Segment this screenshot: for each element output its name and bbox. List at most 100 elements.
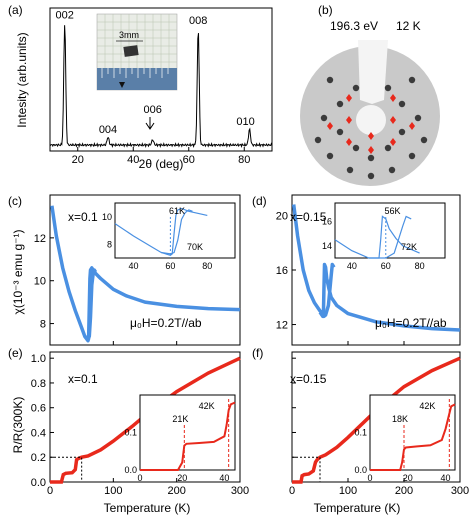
inset-annotation-1: 56K [385, 206, 401, 216]
leed-arrow [409, 122, 415, 130]
xrd-peak-label: 006 [143, 104, 161, 116]
chi-series [291, 204, 461, 332]
diffraction-spot [352, 84, 360, 92]
inset-xtick-label: 80 [415, 261, 425, 271]
electron-gun-holder [358, 40, 388, 104]
resistance-panel-f: 0 100 200 300 0 20 40 0.0 0.1 18K 42K [289, 351, 469, 497]
xrd-xtick-label: 80 [238, 154, 250, 166]
leed-panel: 196.3 eV 12 K [300, 19, 440, 186]
inset-xtick-label: 40 [441, 473, 451, 483]
inset-xtick-label: 40 [219, 473, 229, 483]
photo-scale-label: 3mm [119, 30, 139, 40]
chi-ytick-label: 12 [276, 320, 288, 332]
inset-annotation-2: 42K [419, 401, 435, 411]
inset-series [370, 403, 456, 471]
r-frame [291, 351, 461, 483]
xrd-peak-label: 008 [189, 15, 207, 27]
inset-xtick-label: 60 [165, 261, 175, 271]
inset-xtick-label: 60 [381, 261, 391, 271]
panel-label-d: (d) [252, 194, 267, 208]
panel-label-c: (c) [8, 194, 22, 208]
panel-label-b: (b) [318, 3, 333, 17]
leed-arrow [368, 146, 374, 154]
r-ytick-label: 0.6 [31, 403, 46, 415]
diffraction-spot [336, 128, 344, 136]
leed-arrow [346, 94, 352, 102]
r-xtick-label: 100 [104, 485, 122, 497]
f-doping: x=0.15 [290, 372, 327, 386]
diffraction-spot [346, 166, 354, 174]
r-xtick-label: 100 [339, 485, 357, 497]
leed-arrows [327, 94, 415, 154]
leed-spots [314, 76, 428, 180]
xrd-peak-label: 004 [99, 124, 117, 136]
diffraction-spot [384, 84, 392, 92]
chi-ytick-label: 16 [276, 265, 288, 277]
inset-xtick-label: 0 [367, 473, 372, 483]
xrd-peak-label: 002 [56, 10, 74, 22]
inset-xtick-label: 40 [128, 261, 138, 271]
inset-ytick-label: 0.1 [354, 428, 367, 438]
diffraction-spot [398, 128, 406, 136]
r-guide [292, 456, 321, 482]
diffraction-spot [320, 114, 328, 122]
crystal-sample [123, 45, 139, 57]
inset-annotation-1: 21K [172, 414, 188, 424]
diffraction-spot [384, 144, 392, 152]
inset-annotation-2: 42K [199, 401, 215, 411]
susceptibility-panel-c: 8 10 12 40 60 80 8 10 61K 70K [34, 194, 241, 346]
xrd-peak-label: 010 [236, 116, 254, 128]
e-xlabel: Temperature (K) [104, 501, 191, 515]
chi-series [318, 262, 336, 319]
r-xtick-label: 300 [231, 485, 249, 497]
f-xlabel: Temperature (K) [314, 501, 401, 515]
inset-ytick-label: 14 [322, 241, 332, 251]
c-field: μ₀H=0.2T//ab [130, 316, 202, 330]
diffraction-spot [408, 76, 416, 84]
leed-arrow [346, 138, 352, 146]
leed-arrow [390, 116, 396, 124]
xrd-xlabel: 2θ (deg) [139, 157, 184, 171]
r-xtick-label: 300 [451, 485, 469, 497]
diffraction-spot [420, 136, 428, 144]
leed-arrow [327, 122, 333, 130]
inset-ytick-label: 8 [107, 239, 112, 249]
r-xtick-label: 200 [395, 485, 413, 497]
xrd-curve [49, 25, 273, 149]
chi-ytick-label: 10 [34, 276, 46, 288]
c-ylabel: χ(10⁻³ emu g⁻¹) [11, 230, 25, 315]
diffraction-spot [367, 172, 375, 180]
d-doping: x=0.15 [290, 210, 327, 224]
inset-ytick-label: 0.0 [124, 465, 137, 475]
r-ytick-label: 0.0 [31, 477, 46, 489]
panel-label-f: (f) [252, 346, 263, 360]
chi-series [50, 205, 241, 343]
r-xtick-label: 200 [167, 485, 185, 497]
resistance-panel-e: 0 100 200 300 0.0 0.2 0.4 0.6 0.8 1.0 0 20 40 0.0 0.1 2… [31, 351, 249, 497]
inset-xtick-label: 40 [347, 261, 357, 271]
panel-label-e: (e) [8, 346, 23, 360]
xrd-xtick-label: 20 [72, 154, 84, 166]
r-inset-frame [369, 394, 456, 471]
leed-arrow [346, 116, 352, 124]
diffraction-spot [326, 152, 334, 160]
inset-xtick-label: 20 [403, 473, 413, 483]
xrd-frame [49, 7, 273, 152]
arrow-006 [145, 117, 155, 130]
inset-xtick-label: 80 [202, 261, 212, 271]
leed-arrow [390, 138, 396, 146]
electron-gun [356, 105, 386, 135]
inset-ytick-label: 0.0 [354, 465, 367, 475]
inset-xtick-label: 0 [137, 473, 142, 483]
r-ytick-label: 1.0 [31, 353, 46, 365]
inset-series [114, 207, 208, 256]
c-doping: x=0.1 [68, 210, 98, 224]
leed-arrow [368, 132, 374, 140]
sample-photo: 3mm [96, 13, 178, 91]
diffraction-spot [367, 154, 375, 162]
r-inset-frame [139, 394, 236, 471]
r-xtick-label: 0 [47, 485, 53, 497]
xrd-panel: 20 40 60 80 002 004 006 008 010 2θ (deg) Intesi… [15, 7, 273, 171]
inset-series [334, 215, 420, 259]
chi-ytick-label: 12 [34, 233, 46, 245]
